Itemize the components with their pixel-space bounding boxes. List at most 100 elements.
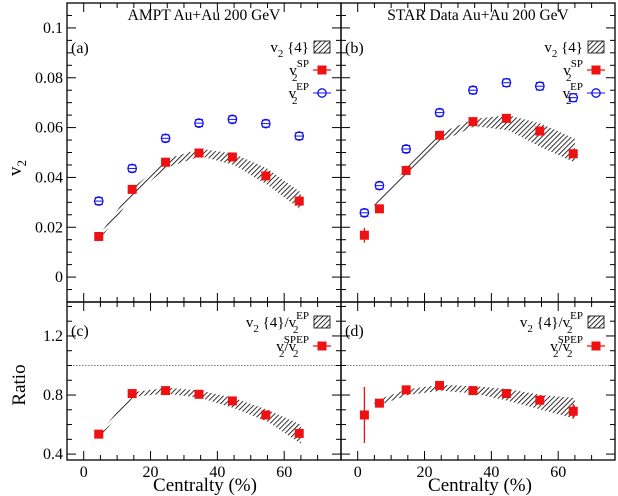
y-axis-label-top-sub: 2: [14, 160, 29, 167]
data-point-square: [359, 410, 369, 420]
y-tick-label: 0: [55, 269, 63, 286]
legend-symbol: v: [563, 86, 571, 102]
data-point-square: [401, 385, 411, 395]
data-point-circle: [260, 118, 271, 129]
legend-symbol: v: [276, 339, 284, 355]
legend-symbol: v: [270, 40, 278, 56]
series-v2-sp: [359, 113, 578, 243]
y-tick-label: 0.08: [35, 70, 63, 87]
x-tick-label: 40: [209, 464, 225, 481]
x-tick-label: 20: [417, 464, 433, 481]
data-point-square: [227, 152, 237, 162]
legend-symbol: v: [550, 339, 558, 355]
data-point-square: [374, 204, 384, 214]
data-point-square: [194, 389, 204, 399]
v2-4-band: [100, 148, 301, 239]
legend-tail-sup: EP: [296, 334, 309, 346]
legend-marker-band: [587, 315, 605, 329]
data-point-circle: [434, 107, 445, 118]
data-point-square: [535, 395, 545, 405]
v2-4-band: [374, 115, 575, 210]
x-axis-label-left: Centralty (%): [153, 475, 257, 496]
legend-item: vEP 2: [563, 81, 605, 107]
x-tick-label: 0: [80, 464, 88, 481]
legend-sub: 2: [253, 323, 259, 335]
legend-item: v2 {4}/vEP 2: [520, 310, 605, 336]
legend-marker-band: [313, 40, 331, 54]
legend-item: vEP 2: [289, 81, 331, 107]
panel-title: AMPT Au+Au 200 GeV: [128, 7, 282, 24]
legend-symbol: v: [289, 63, 297, 79]
y-tick-label: 0.04: [35, 169, 63, 186]
data-point-square: [161, 386, 171, 396]
legend-sub: 2: [278, 48, 284, 60]
legend-tail-sub: 2: [567, 348, 573, 360]
data-point-square: [227, 396, 237, 406]
data-point-circle: [401, 144, 412, 154]
legend-item: vSP 2/vEP 2: [550, 334, 605, 360]
data-point-square: [127, 389, 137, 399]
series-v2-sp: [94, 386, 304, 439]
x-axis-label-right: Centralty (%): [428, 475, 532, 496]
legend-sub: 2: [527, 323, 533, 335]
data-point-square: [359, 230, 369, 240]
legend-symbol: v: [520, 315, 528, 331]
legend-label: vEP 2: [289, 81, 309, 107]
legend-label: vEP 2: [563, 81, 583, 107]
legend-label: vSP 2/vEP 2: [276, 334, 309, 360]
y-tick-label: 1.2: [43, 328, 63, 345]
data-point-square: [94, 429, 104, 439]
legend-tail-sub: 2: [567, 324, 573, 336]
legend-item: v2 {4}/vEP 2: [246, 310, 331, 336]
legend-marker-band: [587, 40, 605, 54]
legend-item: vSP 2: [563, 58, 605, 84]
data-point-circle: [501, 77, 512, 88]
legend-item: vSP 2: [289, 58, 331, 84]
legend-sup: EP: [296, 81, 309, 93]
data-point-circle: [227, 114, 238, 125]
panel-title: STAR Data Au+Au 200 GeV: [387, 7, 569, 24]
legend-marker-band: [313, 315, 331, 329]
legend-tail: {4}/v: [533, 315, 571, 331]
legend-label: vSP 2: [289, 58, 309, 84]
panel-label: (c): [71, 323, 89, 340]
legend-marker-square: [591, 341, 601, 351]
series-v2-ep: [359, 77, 579, 218]
legend-tail: {4}: [283, 40, 309, 56]
legend-label: v2 {4}/vEP 2: [246, 310, 309, 336]
legend-symbol: v: [563, 63, 571, 79]
y-axis-label-top: v2: [5, 160, 29, 176]
legend-symbol: v: [289, 86, 297, 102]
data-point-circle: [160, 133, 171, 144]
x-tick-label: 0: [354, 464, 362, 481]
data-point-square: [294, 428, 304, 438]
legend-sup: SP: [558, 334, 570, 346]
legend-item: v2 {4}: [544, 40, 605, 60]
data-point-square: [294, 196, 304, 206]
legend-label: v2 {4}/vEP 2: [520, 310, 583, 336]
legend-marker-square: [317, 65, 327, 75]
series-v2-ep: [93, 114, 305, 206]
legend-tail: /v: [284, 339, 296, 355]
v2-4-band: [374, 384, 575, 419]
legend-sub: 2: [552, 48, 558, 60]
legend-sub: 2: [566, 95, 572, 107]
legend-sup: SP: [571, 58, 583, 70]
data-point-circle: [194, 118, 204, 128]
data-point-circle: [468, 85, 478, 96]
data-point-square: [374, 398, 384, 408]
legend-label: vSP 2/vEP 2: [550, 334, 583, 360]
legend-sup: SP: [297, 58, 309, 70]
data-point-square: [468, 386, 478, 396]
data-point-square: [501, 389, 511, 399]
legend-label: v2 {4}: [544, 40, 583, 60]
data-point-square: [261, 171, 271, 181]
